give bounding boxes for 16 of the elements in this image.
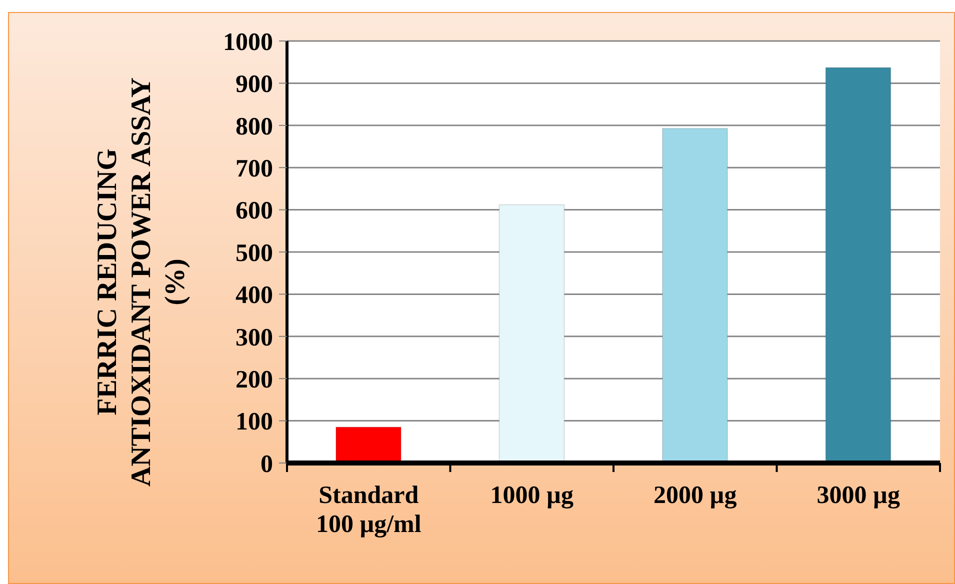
y-tick-label: 100 (236, 408, 273, 436)
y-tick-label: 400 (236, 282, 273, 310)
y-tick-label: 200 (236, 366, 273, 394)
y-tick-label: 700 (236, 155, 273, 182)
y-tick-label: 600 (236, 198, 273, 225)
y-tick-label: 800 (236, 113, 273, 140)
x-tick-label: 1000 µg (490, 482, 574, 509)
y-tick-label: 300 (236, 324, 273, 352)
y-tick-label: 0 (260, 450, 273, 478)
x-tick-label: Standard 100 µg/ml (316, 482, 422, 538)
x-tick-label: 3000 µg (816, 482, 900, 509)
x-tick-label: 2000 µg (654, 482, 738, 509)
y-tick-label: 900 (236, 71, 273, 98)
y-tick-label: 500 (236, 240, 273, 267)
y-tick-label: 1000 (223, 28, 273, 56)
y-axis-title: FERRIC REDUCING ANTIOXIDANT POWER ASSAY (%) (92, 77, 191, 487)
